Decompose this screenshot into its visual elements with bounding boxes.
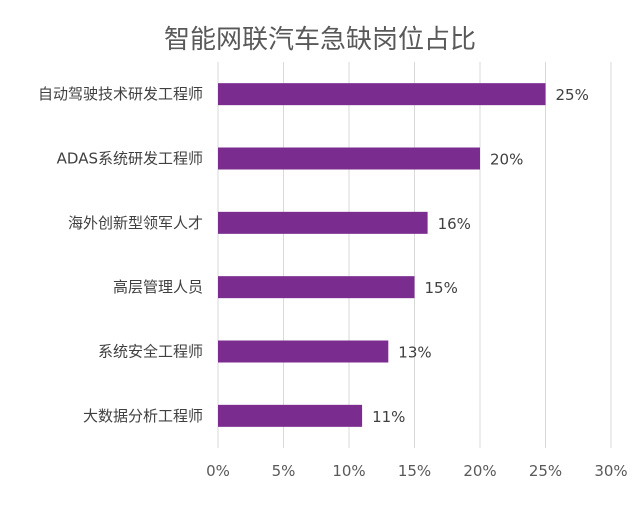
category-label: ADAS系统研发工程师 xyxy=(57,150,203,168)
category-label: 海外创新型领军人才 xyxy=(68,214,203,232)
x-tick-label: 25% xyxy=(529,462,562,480)
tick-layer: 0% 5% 10% 15% 20% 25% 30% xyxy=(206,462,628,480)
value-label: 20% xyxy=(490,151,523,169)
grid-layer xyxy=(217,62,612,448)
category-label: 系统安全工程师 xyxy=(98,343,203,361)
category-label: 大数据分析工程师 xyxy=(83,407,203,425)
value-label: 13% xyxy=(398,344,431,362)
bar xyxy=(218,276,415,299)
x-tick-label: 30% xyxy=(594,462,627,480)
bar xyxy=(218,211,428,234)
value-label: 25% xyxy=(556,86,589,104)
value-label: 15% xyxy=(425,279,458,297)
label-layer: 自动驾驶技术研发工程师 25% ADAS系统研发工程师 20% 海外创新型领军人才 16%… xyxy=(38,85,589,426)
bar-layer xyxy=(218,83,546,427)
x-tick-label: 5% xyxy=(272,462,296,480)
bar xyxy=(218,404,363,427)
bar xyxy=(218,147,480,170)
x-tick-label: 0% xyxy=(206,462,230,480)
category-label: 高层管理人员 xyxy=(113,278,203,296)
value-label: 11% xyxy=(372,408,405,426)
x-tick-label: 20% xyxy=(463,462,496,480)
x-tick-label: 15% xyxy=(398,462,431,480)
category-label: 自动驾驶技术研发工程师 xyxy=(38,85,203,103)
x-tick-label: 10% xyxy=(332,462,365,480)
value-label: 16% xyxy=(438,215,471,233)
bar xyxy=(218,83,546,106)
chart-title: 智能网联汽车急缺岗位占比 xyxy=(164,25,476,55)
bar xyxy=(218,340,389,363)
